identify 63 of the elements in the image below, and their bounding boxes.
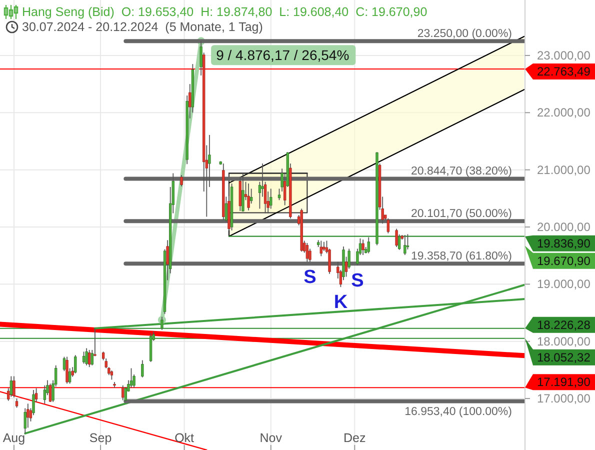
candlestick [278, 188, 281, 201]
candlestick [94, 328, 96, 357]
candlestick [122, 384, 124, 401]
candlestick [386, 218, 390, 234]
candlestick [404, 234, 406, 256]
x-tick-label: Sep [89, 431, 112, 445]
candlestick [270, 188, 272, 210]
data-label: 16.953,40 (100.00%) [404, 406, 512, 418]
candlestick [130, 368, 133, 388]
y-tick-label: 22.000,00 [537, 106, 591, 120]
ref-line-label: 18.052,32 [537, 350, 591, 364]
candlestick [124, 386, 128, 402]
y-tick-label: 17.000,00 [537, 392, 591, 406]
candlestick [250, 188, 253, 204]
candlestick [261, 163, 264, 198]
text: 19.670,90 [537, 254, 591, 268]
candlestick [85, 348, 88, 366]
candlestick [395, 228, 398, 248]
y-tick-label: 21.000,00 [537, 162, 591, 177]
data-label: 20.844,70 (38.20%) [410, 166, 512, 178]
candlestick [68, 368, 72, 384]
candlestick [110, 370, 114, 380]
x-tick-label: Aug [2, 431, 26, 445]
ref-line-label: 17.191,90 [537, 375, 591, 390]
y-tick-label: 20.000,00 [537, 220, 591, 234]
candlestick [141, 360, 144, 378]
candlestick [367, 236, 370, 254]
candlestick [10, 376, 13, 398]
x-tick-label: Nov [260, 431, 283, 445]
candlestick [24, 408, 26, 434]
annotation: K [334, 292, 348, 313]
candlestick [320, 240, 322, 257]
series-label: 19.836,90 [537, 236, 591, 250]
candlestick [180, 174, 183, 187]
data-label: 23.250,00 (0.00%) [417, 28, 512, 40]
ref-line-label: 22.763,49 [537, 64, 591, 78]
x-tick-label: Okt [174, 431, 195, 445]
candlestick [242, 172, 244, 212]
candlestick [322, 241, 326, 252]
candlestick [66, 356, 68, 384]
y-tick-label: 23.000,00 [537, 48, 591, 62]
candlestick [74, 354, 77, 374]
candlestick [12, 376, 16, 398]
candlestick [88, 349, 91, 368]
annotation: S [351, 270, 364, 291]
x-tick-label: Dez [344, 431, 366, 445]
annotation: S [304, 266, 316, 288]
data-label: 19.358,70 (61.80%) [410, 250, 512, 263]
candlestick [306, 242, 309, 262]
y-tick-label: 19.000,00 [537, 277, 591, 292]
candlestick [160, 316, 164, 330]
candlestick [48, 383, 52, 402]
candlestick [362, 239, 364, 256]
candlestick [82, 351, 86, 364]
data-label: 20.101,70 (50.00%) [410, 208, 512, 220]
candlestick [15, 398, 18, 408]
text: 30.07.2024 - 20.12.2024 (5 Monate, 1 Tag) [22, 20, 263, 34]
series-label: 9 / 4.876,17 / 26,54% [216, 47, 350, 64]
candlestick [406, 234, 410, 250]
chart-title: Hang Seng (Bid) O: 19.653,40 H: 19.874,80 L: 19.608,40 C: 19.670,90 [22, 5, 428, 19]
candlestick [247, 183, 250, 211]
ref-line-label: 18.226,28 [537, 318, 591, 332]
y-tick-label: 18.000,00 [537, 334, 591, 348]
